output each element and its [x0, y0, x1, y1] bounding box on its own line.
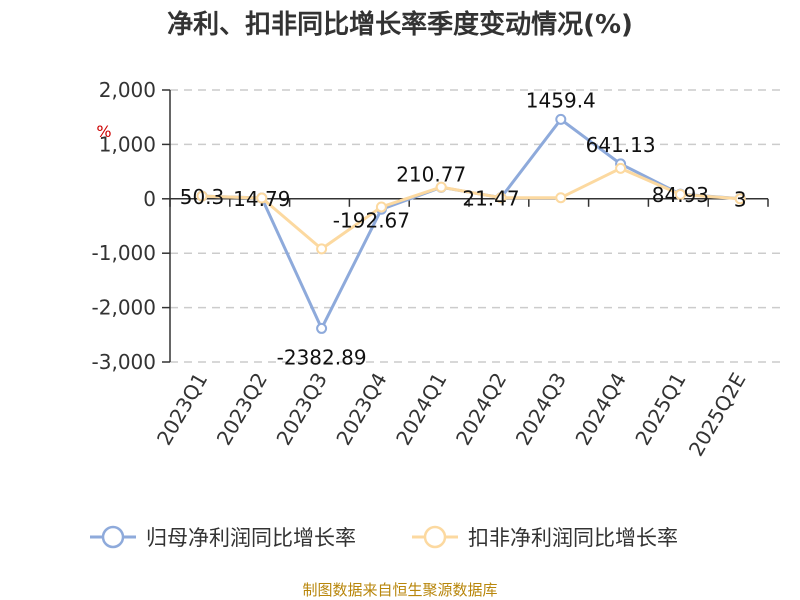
data-point-net-profit [316, 322, 328, 334]
y-tick-label: 2,000 [99, 78, 156, 102]
data-label: -2382.89 [277, 345, 367, 369]
series-layer [196, 113, 746, 334]
y-tick-label: 1,000 [99, 132, 156, 156]
data-point-deducted-profit [615, 162, 627, 174]
y-tick-label: -1,000 [92, 241, 156, 265]
x-tick-label: 2023Q1 [152, 369, 212, 450]
data-label: 641.13 [586, 133, 656, 157]
x-tick-label: 2025Q2E [684, 369, 751, 461]
data-label: 84.93 [652, 183, 709, 207]
chart-title: 净利、扣非同比增长率季度变动情况(%) [167, 9, 633, 40]
source-note: 制图数据来自恒生聚源数据库 [302, 581, 497, 599]
legend-label: 扣非净利润同比增长率 [468, 526, 678, 550]
legend-swatch-marker [423, 525, 447, 549]
data-point-deducted-profit [435, 181, 447, 193]
data-point-deducted-profit [256, 192, 268, 204]
series-line-net-profit [201, 117, 741, 330]
data-point-net-profit [555, 113, 567, 125]
x-tick-label: 2023Q4 [331, 369, 391, 450]
data-label: 1459.4 [526, 88, 596, 112]
data-point-deducted-profit [375, 201, 387, 213]
data-point-deducted-profit [495, 192, 507, 204]
data-label: 210.77 [396, 162, 466, 186]
data-point-deducted-profit [196, 190, 208, 202]
data-label: 3 [734, 188, 747, 212]
y-unit-label: % [96, 122, 111, 141]
x-tick-label: 2023Q3 [271, 369, 331, 450]
x-tick-label: 2024Q4 [570, 369, 630, 450]
data-label: 14.79 [233, 187, 290, 211]
x-tick-label: 2024Q3 [511, 369, 571, 450]
series-line-deducted-profit [201, 166, 741, 251]
data-point-deducted-profit [734, 193, 746, 205]
y-tick-label: -2,000 [92, 296, 156, 320]
x-tick-label: 2023Q2 [212, 369, 272, 450]
data-label: 50.3 [180, 185, 225, 209]
data-label: 21.47 [462, 187, 519, 211]
grid-layer [170, 89, 780, 363]
y-tick-label: 0 [143, 187, 156, 211]
x-tick-label: 2025Q1 [630, 369, 690, 450]
data-label: -192.67 [333, 208, 410, 232]
x-tick-label: 2024Q2 [451, 369, 511, 450]
data-point-deducted-profit [555, 192, 567, 204]
legend-label: 归母净利润同比增长率 [146, 526, 356, 550]
y-tick-label: -3,000 [92, 350, 156, 374]
legend: 归母净利润同比增长率 扣非净利润同比增长率 [90, 525, 678, 550]
data-point-deducted-profit [674, 188, 686, 200]
data-point-deducted-profit [316, 243, 328, 255]
x-tick-label: 2024Q1 [391, 369, 451, 450]
legend-swatch-marker [101, 525, 125, 549]
